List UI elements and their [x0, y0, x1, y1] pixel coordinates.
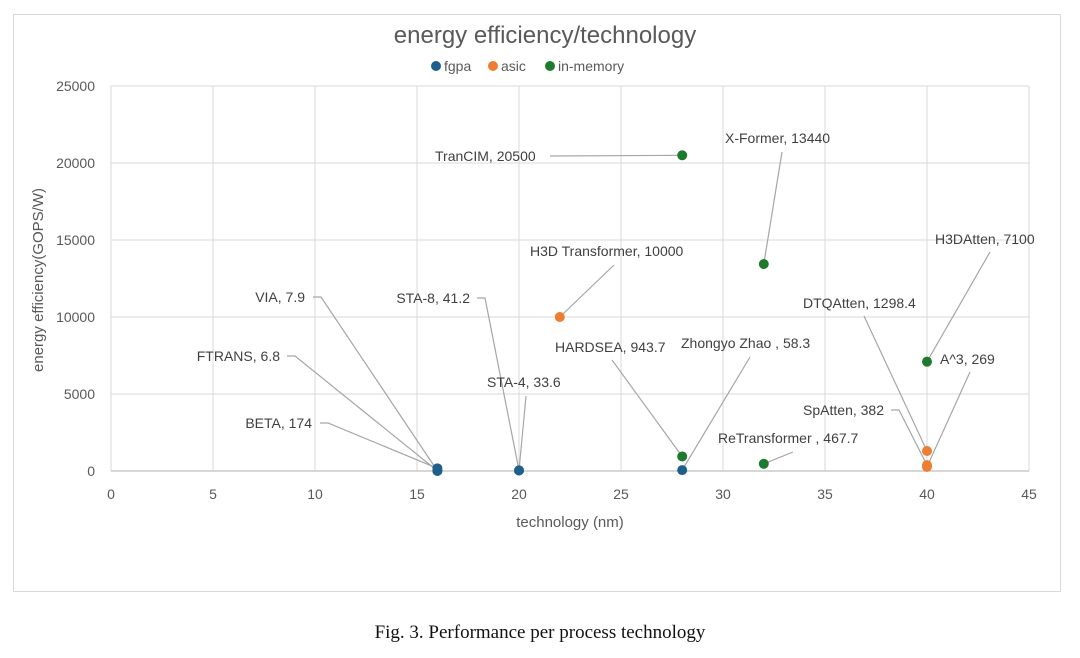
figure-caption: Fig. 3. Performance per process technolo… — [374, 622, 706, 643]
data-label: BETA, 174 — [245, 415, 312, 431]
data-label: STA-8, 41.2 — [396, 290, 470, 306]
data-label: DTQAtten, 1298.4 — [803, 295, 916, 311]
leader-line — [763, 151, 783, 265]
legend-label-fgpa: fgpa — [444, 58, 471, 74]
data-label: SpAtten, 382 — [803, 402, 884, 418]
data-label: H3D Transformer, 10000 — [530, 243, 684, 259]
y-axis-title: energy efficiency(GOPS/W) — [30, 188, 47, 372]
data-label: HARDSEA, 943.7 — [555, 339, 666, 355]
x-tick-label: 35 — [817, 486, 833, 502]
y-tick-label: 5000 — [64, 386, 95, 402]
y-tick-label: 20000 — [56, 155, 95, 171]
y-tick-label: 25000 — [56, 78, 95, 94]
data-label: H3DAtten, 7100 — [935, 231, 1035, 247]
legend-marker-in-memory — [545, 61, 555, 71]
data-label: ReTransformer , 467.7 — [718, 430, 859, 446]
leader-line — [559, 264, 615, 318]
x-tick-label: 30 — [715, 486, 731, 502]
data-point-in-memory — [758, 259, 769, 270]
legend-marker-asic — [488, 61, 498, 71]
x-tick-label: 5 — [209, 486, 217, 502]
x-tick-label: 40 — [919, 486, 935, 502]
data-point-in-memory — [677, 451, 688, 462]
data-point-asic — [554, 312, 565, 322]
data-label: Zhongyo Zhao , 58.3 — [681, 335, 810, 351]
leader-line — [477, 297, 520, 471]
data-point-fgpa — [514, 465, 524, 476]
leader-line — [320, 422, 438, 469]
leader-line — [926, 251, 991, 362]
legend-marker-fgpa — [431, 61, 441, 71]
leader-line — [863, 315, 928, 452]
data-point-fgpa — [677, 465, 688, 476]
data-label: STA-4, 33.6 — [487, 374, 561, 390]
data-point-in-memory — [677, 150, 688, 161]
data-point-fgpa — [432, 463, 443, 474]
y-tick-label: 10000 — [56, 309, 95, 325]
data-point-in-memory — [922, 356, 932, 367]
data-point-in-memory — [758, 458, 769, 469]
data-point-asic — [922, 461, 932, 472]
leader-line — [891, 409, 928, 466]
data-point-asic — [922, 446, 932, 457]
leader-line — [926, 371, 971, 468]
x-tick-label: 15 — [409, 486, 425, 502]
y-tick-label: 0 — [87, 463, 95, 479]
x-tick-label: 0 — [107, 486, 115, 502]
leader-line — [611, 359, 683, 457]
data-label: TranCIM, 20500 — [435, 148, 536, 164]
leader-line — [518, 395, 527, 471]
leader-line — [681, 356, 751, 471]
x-axis-title: technology (nm) — [516, 514, 624, 531]
y-tick-label: 15000 — [56, 232, 95, 248]
chart-frame — [13, 14, 1061, 592]
legend-label-asic: asic — [501, 58, 526, 74]
leader-line — [287, 355, 438, 472]
x-tick-label: 10 — [307, 486, 323, 502]
leader-line — [763, 451, 794, 465]
leader-line — [549, 154, 683, 157]
x-tick-label: 20 — [511, 486, 527, 502]
data-label: A^3, 269 — [940, 351, 995, 367]
x-tick-label: 45 — [1021, 486, 1037, 502]
leader-line — [313, 296, 438, 472]
legend-label-in-memory: in-memory — [558, 58, 624, 74]
data-label: X-Former, 13440 — [725, 130, 830, 146]
data-label: VIA, 7.9 — [255, 289, 305, 305]
x-tick-label: 25 — [613, 486, 629, 502]
chart-title: energy efficiency/technology — [394, 22, 696, 49]
data-label: FTRANS, 6.8 — [197, 348, 280, 364]
